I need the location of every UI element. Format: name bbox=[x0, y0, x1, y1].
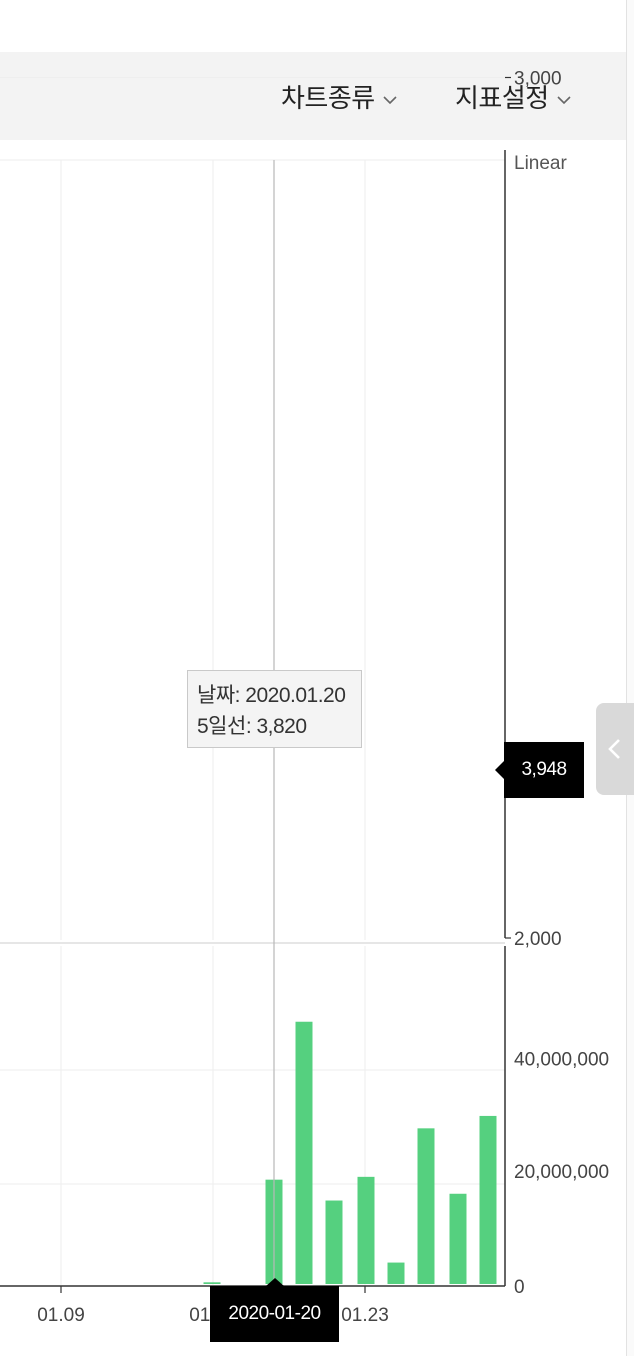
chevron-down-icon bbox=[557, 96, 571, 104]
volume-bar bbox=[449, 1193, 467, 1284]
chart-type-label: 차트종류 bbox=[281, 83, 375, 113]
y-tick-label: 3,000 bbox=[514, 69, 562, 90]
scroll-edge bbox=[626, 0, 634, 1356]
tooltip-date: 날짜: 2020.01.20 bbox=[197, 684, 346, 707]
volume-bar bbox=[325, 1200, 343, 1284]
volume-bar bbox=[357, 1176, 375, 1284]
volume-tick-label: 0 bbox=[514, 1277, 525, 1298]
scale-type-label: Linear bbox=[514, 153, 567, 174]
volume-bar bbox=[295, 1021, 313, 1284]
volume-bar bbox=[417, 1128, 435, 1284]
indicator-label: 지표설정 bbox=[455, 83, 549, 113]
volume-bar bbox=[479, 1115, 497, 1284]
x-tick-label: 01.23 bbox=[341, 1305, 389, 1326]
chart-type-menu[interactable]: 차트종류 bbox=[281, 78, 397, 115]
y-tick-label: 2,000 bbox=[514, 929, 562, 950]
panel-toggle-button[interactable] bbox=[596, 703, 634, 795]
volume-tick-label: 40,000,000 bbox=[514, 1049, 609, 1070]
crosshair-date-tag: 2020-01-20 bbox=[210, 1278, 339, 1342]
volume-tick-label: 20,000,000 bbox=[514, 1162, 609, 1183]
current-price-tag: 3,948 bbox=[495, 742, 584, 798]
crosshair-tooltip: 날짜: 2020.01.20 5일선: 3,820 bbox=[187, 670, 362, 748]
indicator-menu[interactable]: 지표설정 bbox=[455, 78, 571, 115]
chart-toolbar bbox=[0, 52, 628, 140]
tooltip-ma5: 5일선: 3,820 bbox=[197, 715, 307, 738]
volume-bar bbox=[203, 1282, 221, 1284]
volume-bar bbox=[387, 1262, 405, 1284]
chevron-down-icon bbox=[383, 96, 397, 104]
chevron-left-icon bbox=[608, 739, 620, 759]
x-tick-label: 01.09 bbox=[37, 1305, 85, 1326]
